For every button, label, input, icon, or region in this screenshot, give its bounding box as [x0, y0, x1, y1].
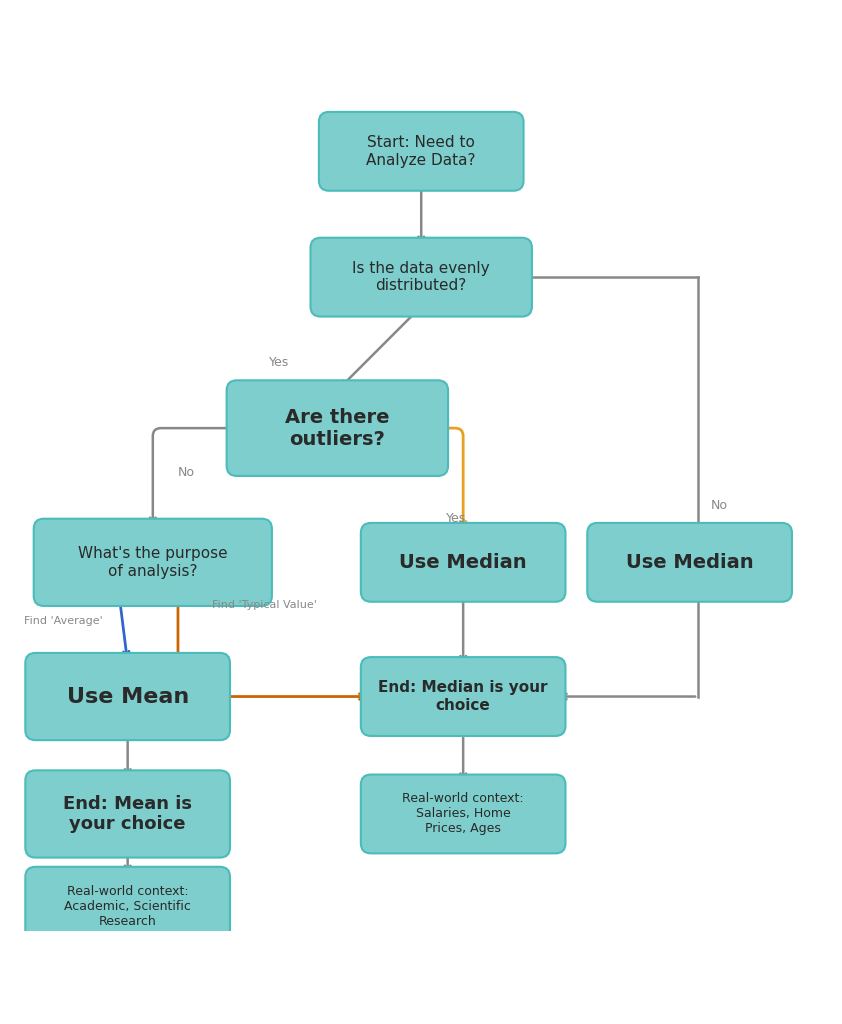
FancyBboxPatch shape [361, 657, 566, 736]
Text: What's the purpose
of analysis?: What's the purpose of analysis? [78, 546, 227, 579]
Text: Use Mean: Use Mean [67, 686, 189, 707]
Text: Real-world context:
Salaries, Home
Prices, Ages: Real-world context: Salaries, Home Price… [402, 793, 524, 836]
FancyBboxPatch shape [311, 238, 532, 316]
Text: Are there
outliers?: Are there outliers? [285, 408, 390, 449]
Text: Is the data evenly
distributed?: Is the data evenly distributed? [353, 261, 490, 293]
Text: Yes: Yes [446, 512, 466, 524]
Text: End: Mean is
your choice: End: Mean is your choice [63, 795, 192, 834]
Text: Start: Need to
Analyze Data?: Start: Need to Analyze Data? [366, 135, 476, 168]
FancyBboxPatch shape [361, 774, 566, 853]
FancyBboxPatch shape [34, 519, 272, 606]
Text: No: No [178, 466, 195, 479]
FancyBboxPatch shape [361, 523, 566, 602]
FancyBboxPatch shape [25, 653, 230, 740]
Text: Real-world context:
Academic, Scientific
Research: Real-world context: Academic, Scientific… [64, 885, 191, 928]
FancyBboxPatch shape [25, 866, 230, 945]
FancyBboxPatch shape [226, 380, 448, 476]
FancyBboxPatch shape [319, 112, 524, 190]
Text: Find 'Typical Value': Find 'Typical Value' [211, 600, 317, 610]
Text: No: No [711, 499, 727, 512]
Text: Yes: Yes [269, 356, 289, 370]
Text: Find 'Average': Find 'Average' [24, 616, 103, 626]
Text: Use Median: Use Median [626, 553, 754, 571]
FancyBboxPatch shape [588, 523, 792, 602]
FancyBboxPatch shape [25, 770, 230, 857]
Text: End: Median is your
choice: End: Median is your choice [378, 680, 548, 713]
Text: Use Median: Use Median [399, 553, 527, 571]
